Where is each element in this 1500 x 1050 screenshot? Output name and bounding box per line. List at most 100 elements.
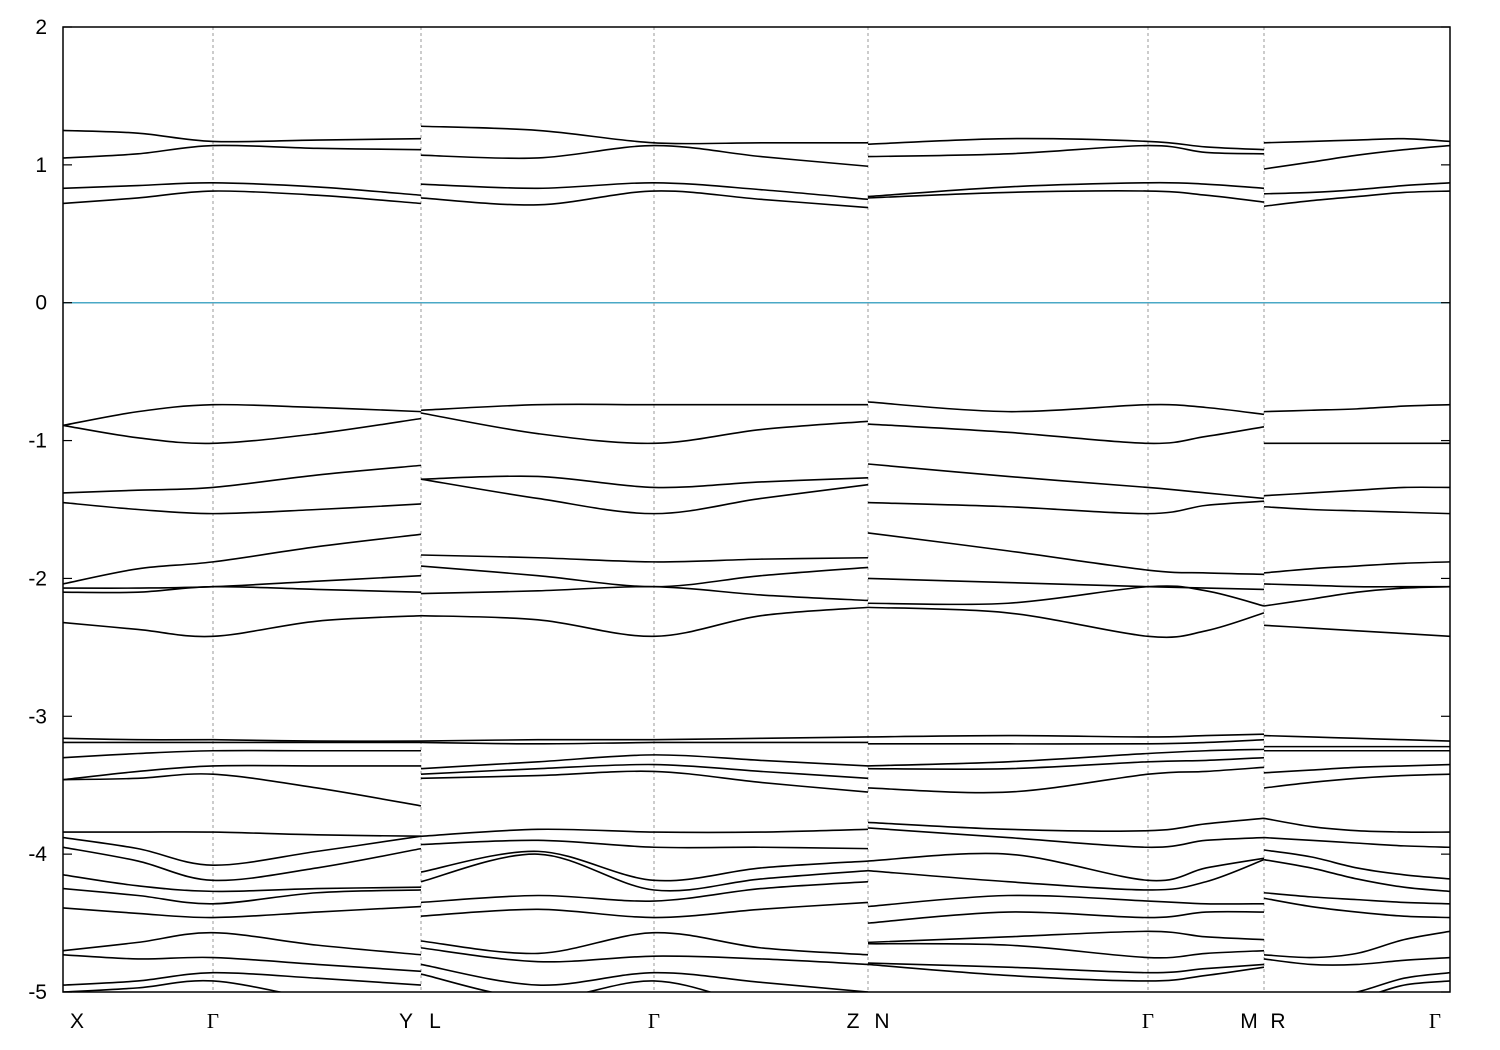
band bbox=[63, 874, 422, 893]
k-label: N bbox=[874, 1010, 889, 1033]
band bbox=[1353, 971, 1450, 992]
band bbox=[867, 606, 1265, 639]
y-tick-label: -3 bbox=[28, 705, 47, 728]
band bbox=[867, 748, 1265, 767]
band bbox=[420, 565, 869, 588]
y-tick-label: -2 bbox=[28, 567, 47, 590]
band bbox=[63, 181, 422, 196]
k-label: L bbox=[429, 1010, 441, 1033]
band bbox=[1263, 897, 1450, 919]
band bbox=[63, 905, 422, 919]
band bbox=[1263, 137, 1450, 144]
band bbox=[420, 828, 869, 838]
band bbox=[420, 947, 869, 966]
band bbox=[1263, 585, 1450, 607]
band bbox=[420, 963, 869, 992]
band bbox=[63, 764, 421, 781]
band bbox=[1263, 836, 1450, 849]
band bbox=[1263, 817, 1450, 833]
band bbox=[420, 850, 869, 882]
band bbox=[420, 973, 713, 992]
k-label: Γ bbox=[207, 1009, 219, 1033]
band bbox=[63, 835, 422, 866]
band bbox=[1263, 561, 1450, 574]
band bbox=[63, 501, 422, 515]
band bbox=[867, 500, 1265, 515]
band bbox=[1263, 486, 1450, 497]
y-tick-label: 0 bbox=[35, 292, 47, 315]
k-label: Y bbox=[399, 1010, 413, 1033]
band bbox=[867, 532, 1265, 576]
band bbox=[867, 463, 1265, 500]
k-label: R bbox=[1270, 1010, 1285, 1033]
band bbox=[867, 144, 1265, 158]
band bbox=[420, 741, 868, 745]
band bbox=[1263, 734, 1450, 742]
band bbox=[420, 412, 869, 445]
band bbox=[867, 190, 1265, 203]
band bbox=[420, 931, 869, 956]
band bbox=[1377, 980, 1450, 992]
plot-frame bbox=[62, 26, 1451, 993]
band bbox=[420, 763, 869, 780]
band bbox=[63, 773, 422, 807]
k-label: Γ bbox=[1142, 1009, 1154, 1033]
y-tick-label: -5 bbox=[28, 981, 47, 1004]
band bbox=[63, 953, 422, 973]
band bbox=[867, 137, 1265, 151]
band bbox=[1263, 583, 1450, 588]
band bbox=[420, 736, 869, 742]
band bbox=[867, 942, 1265, 959]
band bbox=[1263, 773, 1450, 789]
y-tick-label: -1 bbox=[28, 430, 47, 453]
band bbox=[1263, 858, 1450, 893]
band bbox=[63, 533, 422, 585]
bands bbox=[63, 125, 1450, 992]
band bbox=[63, 403, 422, 427]
band bbox=[1263, 891, 1450, 905]
band bbox=[1263, 624, 1450, 638]
band bbox=[63, 585, 422, 594]
band bbox=[867, 181, 1265, 198]
band bbox=[63, 971, 422, 986]
band bbox=[1263, 956, 1450, 966]
band bbox=[867, 423, 1265, 445]
band bbox=[63, 846, 422, 882]
band bbox=[63, 129, 422, 143]
band bbox=[420, 839, 869, 850]
y-tick-label: 2 bbox=[35, 16, 47, 39]
band bbox=[867, 930, 1265, 944]
band bbox=[63, 614, 422, 638]
band bbox=[867, 585, 1265, 607]
band bbox=[420, 475, 869, 489]
band bbox=[63, 417, 422, 445]
band bbox=[867, 401, 1265, 416]
band bbox=[867, 894, 1265, 908]
k-label: X bbox=[70, 1010, 84, 1033]
band bbox=[867, 962, 1265, 974]
band bbox=[867, 858, 1265, 891]
band bbox=[420, 853, 869, 892]
band bbox=[420, 606, 869, 638]
band bbox=[63, 831, 422, 838]
band bbox=[63, 979, 284, 992]
band bbox=[63, 190, 422, 205]
band bbox=[63, 749, 421, 759]
band bbox=[867, 738, 1265, 745]
band bbox=[420, 585, 869, 602]
band bbox=[63, 464, 422, 494]
band bbox=[867, 827, 1265, 849]
band bbox=[867, 963, 1265, 982]
band bbox=[867, 910, 1265, 924]
band bbox=[867, 577, 1265, 591]
band bbox=[420, 144, 869, 168]
band bbox=[420, 125, 868, 145]
band bbox=[1263, 505, 1450, 515]
band bbox=[420, 754, 869, 770]
band bbox=[420, 403, 869, 412]
band bbox=[867, 733, 1265, 738]
band bbox=[420, 181, 869, 201]
band bbox=[1263, 403, 1450, 413]
band bbox=[1263, 190, 1450, 208]
